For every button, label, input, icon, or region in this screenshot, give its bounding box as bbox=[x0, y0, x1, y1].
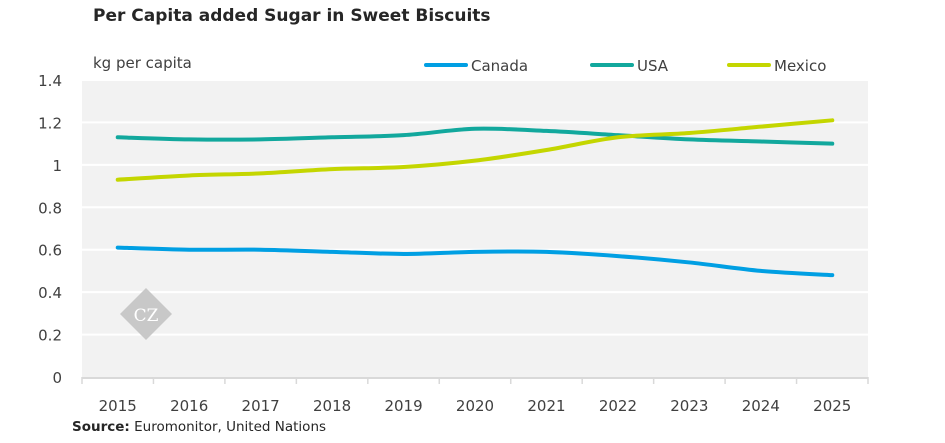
x-tick-label: 2015 bbox=[99, 397, 137, 415]
x-tick-label: 2025 bbox=[813, 397, 851, 415]
y-axis-label: kg per capita bbox=[93, 54, 192, 72]
source-note: Source: Euromonitor, United Nations bbox=[72, 419, 326, 435]
legend-label: Canada bbox=[471, 57, 528, 75]
x-tick-label: 2022 bbox=[599, 397, 637, 415]
legend-item-usa: USA bbox=[590, 57, 669, 75]
legend-item-mexico: Mexico bbox=[727, 57, 826, 75]
x-tick-label: 2021 bbox=[527, 397, 565, 415]
source-text: Euromonitor, United Nations bbox=[129, 419, 327, 435]
y-tick-label: 1.2 bbox=[38, 114, 62, 132]
y-tick-label: 0 bbox=[52, 369, 62, 387]
x-tick-label: 2018 bbox=[313, 397, 351, 415]
series-line-usa bbox=[115, 126, 835, 146]
chart-title: Per Capita added Sugar in Sweet Biscuits bbox=[93, 6, 491, 26]
x-tick-label: 2017 bbox=[242, 397, 280, 415]
x-tick-label: 2020 bbox=[456, 397, 494, 415]
y-tick-label: 1.4 bbox=[38, 72, 62, 90]
source-label: Source: bbox=[72, 419, 130, 435]
watermark-text: CZ bbox=[134, 306, 159, 326]
legend-label: Mexico bbox=[774, 57, 826, 75]
cz-logo-watermark: CZ bbox=[120, 288, 172, 340]
series-line-mexico bbox=[115, 118, 835, 182]
y-tick-label: 0.2 bbox=[38, 327, 62, 345]
x-tick-label: 2019 bbox=[384, 397, 422, 415]
legend-label: USA bbox=[637, 57, 669, 75]
y-tick-label: 0.8 bbox=[38, 199, 62, 217]
legend-item-canada: Canada bbox=[424, 57, 528, 75]
series-line-canada bbox=[115, 245, 835, 278]
x-tick-label: 2023 bbox=[670, 397, 708, 415]
y-tick-label: 0.6 bbox=[38, 242, 62, 260]
y-tick-label: 0.4 bbox=[38, 284, 62, 302]
x-tick-label: 2024 bbox=[742, 397, 780, 415]
plot-background bbox=[82, 80, 868, 377]
x-tick-label: 2016 bbox=[170, 397, 208, 415]
y-tick-label: 1 bbox=[52, 157, 62, 175]
